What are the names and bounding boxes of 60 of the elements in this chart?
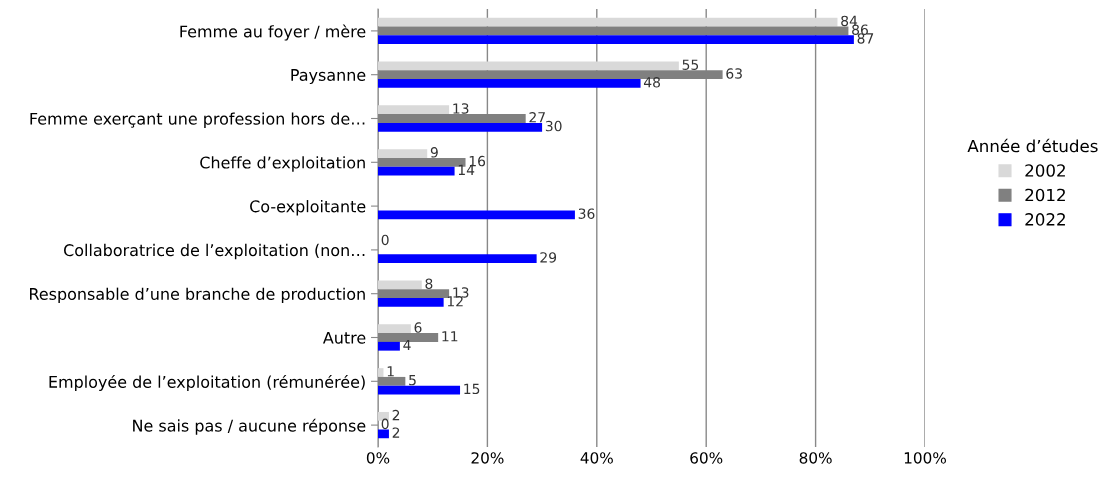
data-label: 27 <box>529 112 545 123</box>
data-label: 13 <box>453 103 469 114</box>
data-label: 1 <box>387 366 394 377</box>
data-label: 36 <box>578 208 595 219</box>
bar <box>378 210 575 220</box>
y-tick-label: Ne sais pas / aucune réponse <box>133 418 366 435</box>
data-label: 0 <box>381 234 389 246</box>
x-tick-label: 100% <box>904 452 946 464</box>
bar <box>378 385 461 395</box>
bar <box>378 368 384 377</box>
bar <box>378 280 422 290</box>
bar <box>378 429 389 439</box>
y-tick-label: Collaboratrice de l’exploitation (non… <box>64 243 365 260</box>
y-tick-label: Employée de l’exploitation (rémunérée) <box>49 374 365 392</box>
data-label: 87 <box>857 33 874 44</box>
data-label: 13 <box>453 287 469 298</box>
data-label: 8 <box>425 278 433 289</box>
data-label: 63 <box>726 68 742 79</box>
x-tick-label: 0% <box>366 452 390 464</box>
y-tick-label: Femme exerçant une profession hors de… <box>30 112 365 128</box>
bar <box>378 105 450 115</box>
legend-label: 2022 <box>1025 213 1065 226</box>
y-tick-label: Autre <box>322 331 366 344</box>
bar <box>378 254 537 264</box>
y-tick-label: Co-exploitante <box>250 200 366 216</box>
y-tick-label: Responsable d’une branche de production <box>30 287 365 304</box>
data-label: 29 <box>540 252 557 263</box>
data-label: 30 <box>545 120 562 132</box>
data-label: 6 <box>414 322 422 333</box>
x-tick-label: 40% <box>580 452 613 464</box>
bar <box>378 17 838 27</box>
data-label: 48 <box>643 76 661 88</box>
bar <box>378 61 679 71</box>
bar <box>378 298 444 307</box>
data-label: 11 <box>442 331 458 342</box>
data-label: 55 <box>682 59 699 70</box>
data-label: 2 <box>392 409 400 421</box>
y-tick-label: Femme au foyer / mère <box>180 24 366 41</box>
data-label: 4 <box>403 339 411 351</box>
bar <box>378 324 411 334</box>
bar <box>378 149 428 158</box>
data-label: 0 <box>381 418 389 430</box>
bar <box>378 341 400 351</box>
y-tick-label: Cheffe d’exploitation <box>200 156 365 172</box>
bar <box>378 122 543 132</box>
x-tick-label: 80% <box>799 452 832 464</box>
bar <box>378 35 854 45</box>
y-tick-label: Paysanne <box>291 69 366 85</box>
data-label: 15 <box>464 383 480 395</box>
bar <box>378 166 455 176</box>
legend-label: 2012 <box>1025 188 1065 202</box>
bar <box>378 79 641 88</box>
data-label: 9 <box>430 147 438 158</box>
data-label: 12 <box>447 295 463 307</box>
legend-title: Année d’études <box>967 138 1098 153</box>
data-label: 2 <box>392 427 400 438</box>
legend-label: 2002 <box>1025 164 1065 177</box>
x-tick-label: 20% <box>471 452 504 464</box>
x-tick-label: 60% <box>690 452 723 464</box>
data-label: 5 <box>409 375 416 386</box>
